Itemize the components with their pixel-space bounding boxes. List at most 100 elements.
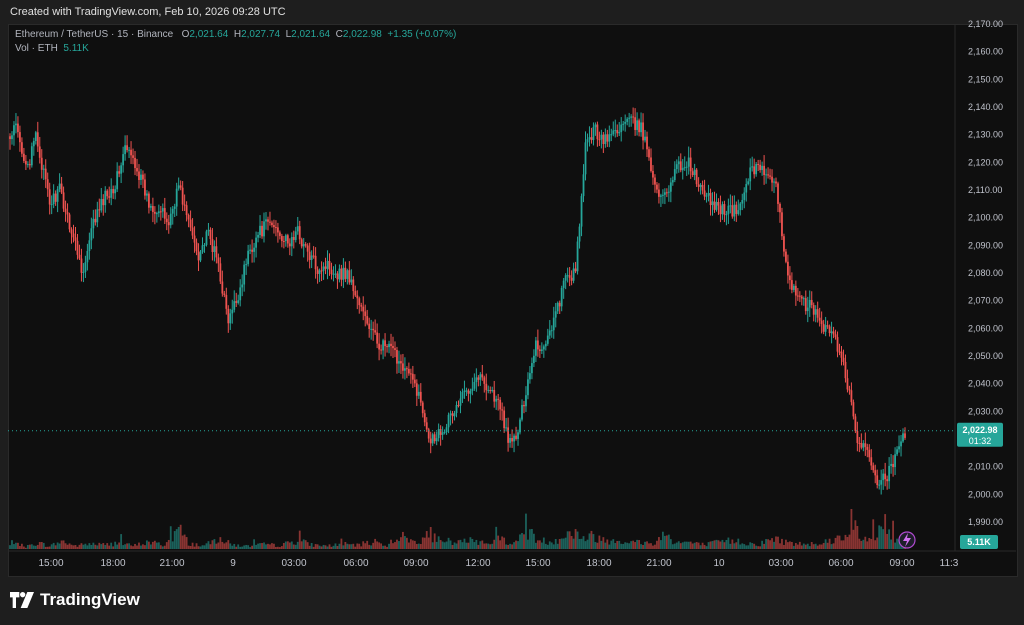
candle-body xyxy=(344,267,347,279)
volume-bar xyxy=(469,537,472,549)
volume-bar xyxy=(205,543,208,549)
candle-body xyxy=(852,402,855,417)
candle-body xyxy=(237,300,240,303)
candle-body xyxy=(364,311,367,317)
volume-bar xyxy=(824,539,827,549)
candle-body xyxy=(433,434,436,442)
volume-bar xyxy=(592,534,595,549)
symbol-label[interactable]: Ethereum / TetherUS · 15 · Binance xyxy=(15,29,174,40)
volume-bar xyxy=(564,537,567,549)
candle-body xyxy=(721,204,724,215)
volume-bar xyxy=(818,544,821,549)
volume-bar xyxy=(22,546,25,549)
volume-bar xyxy=(503,537,506,549)
candle-body xyxy=(9,136,11,140)
volume-bar xyxy=(445,541,448,549)
candle-body xyxy=(628,117,631,119)
tradingview-brand[interactable]: TradingView xyxy=(10,590,140,610)
volume-bar xyxy=(789,541,791,549)
y-tick-label: 2,060.00 xyxy=(968,323,1003,333)
volume-bar xyxy=(612,539,615,549)
candle-body xyxy=(171,208,174,214)
candle-body xyxy=(882,473,885,481)
candle-body xyxy=(70,229,73,234)
volume-bar xyxy=(149,544,152,549)
volume-bar xyxy=(806,543,809,549)
candle-body xyxy=(362,306,365,312)
candle-body xyxy=(132,155,134,158)
volume-tag[interactable] xyxy=(960,535,998,549)
candle-body xyxy=(191,227,194,236)
candle-body xyxy=(596,124,599,140)
volume-bar xyxy=(812,544,815,549)
volume-bar xyxy=(527,539,529,549)
candle-body xyxy=(840,351,843,358)
volume-bar xyxy=(350,544,353,549)
current-price-value: 2,022.98 xyxy=(962,425,997,435)
candle-body xyxy=(663,192,666,195)
chart-panel[interactable] xyxy=(8,24,1018,577)
volume-bar xyxy=(711,541,714,549)
volume-label[interactable]: Vol · ETH xyxy=(15,43,58,54)
candle-body xyxy=(620,124,623,133)
candle-body xyxy=(723,204,726,215)
candle-body xyxy=(159,211,162,213)
current-price-tag[interactable] xyxy=(957,422,1003,447)
volume-bar xyxy=(201,545,204,549)
candle-body xyxy=(388,343,390,348)
volume-bar xyxy=(644,541,646,549)
volume-bar xyxy=(52,542,55,549)
candle-body xyxy=(400,361,402,364)
volume-bar xyxy=(669,539,672,549)
candle-body xyxy=(348,270,351,283)
volume-bar xyxy=(781,538,783,549)
candle-body xyxy=(447,414,450,428)
volume-bar xyxy=(636,539,638,549)
volume-bar xyxy=(384,545,386,549)
candle-body xyxy=(681,167,684,171)
candle-body xyxy=(306,245,309,252)
volume-bar xyxy=(511,544,513,549)
candle-body xyxy=(366,316,369,324)
candle-body xyxy=(17,123,19,133)
volume-bar xyxy=(32,545,35,549)
candle-body xyxy=(231,309,234,314)
candle-body xyxy=(824,325,827,332)
candle-body xyxy=(888,465,891,482)
candle-body xyxy=(894,454,896,468)
candle-body xyxy=(142,174,144,180)
volume-bar xyxy=(259,543,261,549)
candle-body xyxy=(312,255,315,257)
volume-bar xyxy=(193,546,196,549)
volume-bar xyxy=(693,542,696,549)
candle-body xyxy=(13,125,15,136)
volume-bar xyxy=(870,538,873,549)
volume-bar xyxy=(804,544,807,549)
candle-body xyxy=(501,409,504,411)
candle-body xyxy=(21,142,23,154)
volume-bar xyxy=(800,545,803,549)
candle-body xyxy=(622,123,625,125)
volume-bar xyxy=(28,544,31,549)
candle-body xyxy=(661,194,664,196)
volume-bar xyxy=(435,541,438,549)
candle-body xyxy=(102,198,105,206)
candle-body xyxy=(536,340,539,350)
volume-bar xyxy=(128,543,130,549)
candle-body xyxy=(84,262,87,272)
candle-body xyxy=(580,196,583,227)
volume-bar xyxy=(211,540,214,549)
volume-bar xyxy=(787,542,789,549)
volume-bar xyxy=(515,540,517,549)
candle-body xyxy=(529,373,531,380)
volume-bar xyxy=(630,541,633,549)
candle-body xyxy=(138,171,140,181)
volume-bar xyxy=(604,542,607,549)
candle-body xyxy=(183,204,186,206)
candle-body xyxy=(352,279,355,292)
volume-bar xyxy=(455,543,458,549)
candle-body xyxy=(421,402,424,414)
candle-body xyxy=(731,205,734,217)
candle-body xyxy=(739,203,742,211)
